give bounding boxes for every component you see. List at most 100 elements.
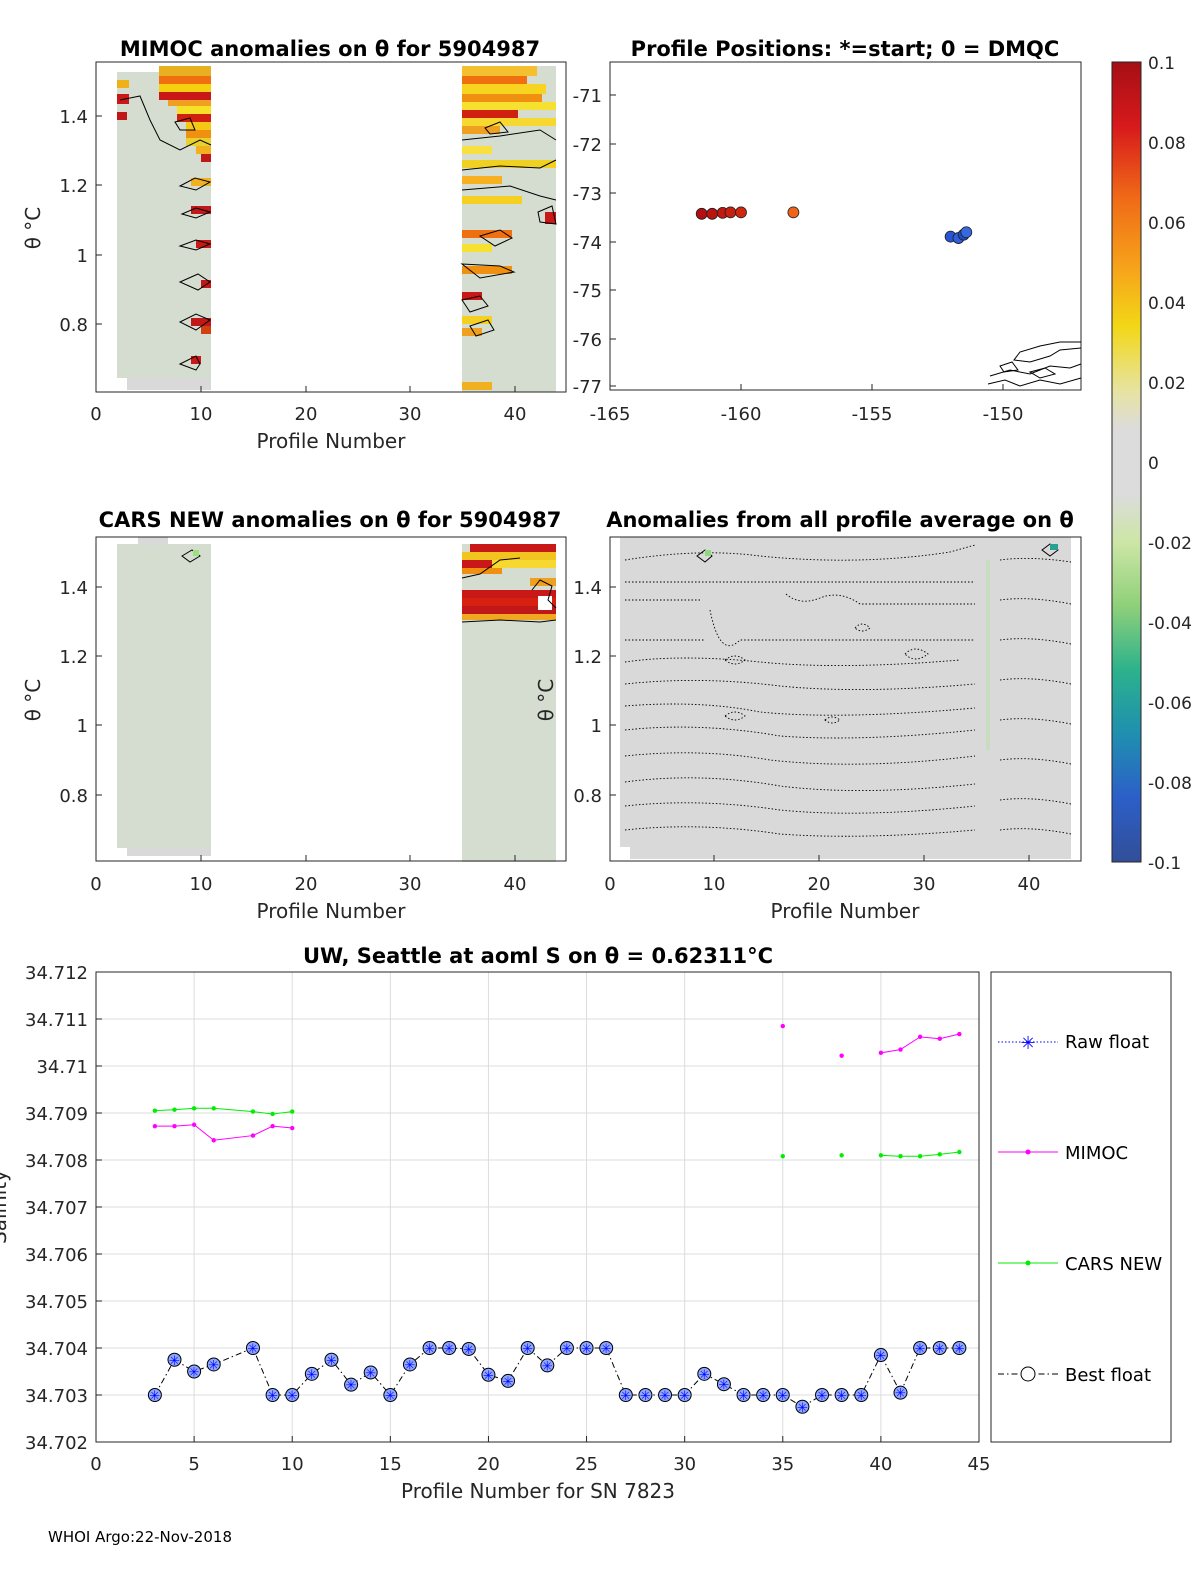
legend-best-label: Best float [1065, 1365, 1151, 1386]
panel-average-anomalies: 0 10 20 30 40 0.8 1 1.2 1.4 Anomalies fr… [534, 508, 1082, 923]
raw-float-point: ✳ [189, 1366, 200, 1381]
best-float-point [422, 1341, 437, 1355]
positions-y-ticks: -71 -72 -73 -74 -75 -76 -77 [573, 86, 616, 398]
average-y-ticks: 0.8 1 1.2 1.4 [573, 578, 616, 807]
average-xlabel: Profile Number [771, 899, 921, 923]
best-float-point [147, 1388, 162, 1402]
position-point [706, 207, 719, 220]
legend-mimoc-label: MIMOC [1065, 1143, 1128, 1164]
raw-float-point: ✳ [856, 1389, 867, 1404]
mimoc-xlabel: Profile Number [257, 429, 407, 453]
average-x-ticks: 0 10 20 30 40 [604, 855, 1040, 895]
mimoc-point [780, 1023, 785, 1029]
raw-float-point: ✳ [326, 1354, 337, 1369]
positions-ytick: -71 [573, 86, 602, 107]
legend-raw-label: Raw float [1065, 1032, 1149, 1053]
salinity-ytick: 34.702 [25, 1433, 88, 1454]
best-float-point [952, 1341, 967, 1355]
average-cell [705, 550, 711, 556]
cars-new-point [839, 1153, 844, 1158]
raw-float-point: ✳ [463, 1343, 474, 1358]
cars-x-ticks: 0 10 20 30 40 [90, 855, 526, 895]
cars-xtick: 20 [295, 874, 318, 895]
average-field-streak [986, 560, 990, 750]
best-float-point [854, 1388, 869, 1402]
raw-float-point: ✳ [679, 1389, 690, 1404]
raw-float-point: ✳ [620, 1389, 631, 1404]
cars-xlabel: Profile Number [257, 899, 407, 923]
position-point [735, 206, 747, 219]
mimoc-xtick: 10 [190, 404, 213, 425]
colorbar-scale [1111, 61, 1142, 863]
salinity-ytick: 34.705 [25, 1292, 88, 1313]
raw-float-point: ✳ [581, 1342, 592, 1357]
cars-ytick: 0.8 [59, 786, 88, 807]
salinity-ytick: 34.703 [25, 1386, 88, 1407]
mimoc-right-contours [460, 121, 557, 337]
average-xtick: 40 [1018, 874, 1041, 895]
raw-float-point: ✳ [385, 1389, 396, 1404]
cars-new-point [211, 1106, 216, 1111]
positions-ytick: -76 [573, 330, 602, 351]
mimoc-point [878, 1050, 884, 1056]
legend-mimoc-marker [1025, 1149, 1031, 1155]
legend-best-marker [1020, 1366, 1036, 1382]
raw-float-point: ✳ [424, 1342, 435, 1357]
salinity-xtick: 20 [477, 1454, 500, 1475]
raw-float-point: ✳ [954, 1342, 965, 1357]
colorbar-tick: 0.04 [1148, 294, 1186, 314]
colorbar-tick: 0 [1148, 454, 1159, 474]
best-float-point [932, 1341, 947, 1355]
raw-float-point: ✳ [758, 1389, 769, 1404]
best-float-point [324, 1352, 339, 1367]
panel-mimoc-frame [95, 61, 567, 393]
best-float-point [618, 1388, 633, 1402]
mimoc-y-ticks: 0.8 1 1.2 1.4 [59, 107, 102, 336]
best-float-point [893, 1385, 908, 1400]
best-float-point [638, 1388, 653, 1402]
best-float-point [913, 1341, 928, 1355]
cars-ytick: 1 [77, 716, 88, 737]
salinity-ytick: 34.71 [36, 1057, 88, 1078]
mimoc-ytick: 1 [77, 246, 88, 267]
cars-left-cell [193, 550, 199, 556]
salinity-ytick: 34.707 [25, 1198, 88, 1219]
mimoc-point [839, 1053, 844, 1058]
best-float-point [187, 1364, 202, 1379]
legend-cars-marker [1025, 1260, 1031, 1266]
average-ylabel: θ °C [534, 679, 558, 722]
mimoc-point [290, 1125, 295, 1131]
cars-new-point [152, 1108, 158, 1113]
colorbar-tick: 0.06 [1148, 214, 1186, 234]
salinity-ytick: 34.706 [25, 1245, 88, 1266]
average-ytick: 1.4 [573, 578, 602, 599]
mimoc-left-contours [119, 95, 212, 371]
raw-float-point: ✳ [503, 1375, 514, 1390]
cars-left-field-top [138, 537, 168, 545]
average-xtick: 0 [604, 874, 615, 895]
colorbar-tick: -0.1 [1148, 854, 1181, 874]
panel-positions: -165 -160 -155 -150 -71 -72 -73 -74 -75 … [573, 37, 1082, 425]
salinity-legend: ✳ Raw float MIMOC CARS NEW Best float [990, 971, 1172, 1443]
colorbar-tick: 0.08 [1148, 134, 1186, 154]
raw-float-point: ✳ [542, 1359, 553, 1374]
raw-float-point: ✳ [934, 1342, 945, 1357]
positions-x-ticks: -165 -160 -155 -150 [590, 384, 1023, 425]
average-ytick: 0.8 [573, 786, 602, 807]
raw-float-point: ✳ [149, 1389, 160, 1404]
raw-float-point: ✳ [817, 1389, 828, 1404]
best-float-point [383, 1388, 398, 1402]
raw-float-point: ✳ [660, 1389, 671, 1404]
raw-float-point: ✳ [169, 1354, 180, 1369]
salinity-xtick: 15 [379, 1454, 402, 1475]
cars-left-field-bottom [127, 848, 211, 856]
raw-float-point: ✳ [248, 1342, 259, 1357]
raw-float-point: ✳ [699, 1368, 710, 1383]
cars-left-field [117, 544, 211, 848]
best-float-point [265, 1388, 280, 1402]
best-float-point [599, 1341, 614, 1355]
best-float-point [756, 1388, 771, 1402]
best-float-point [834, 1388, 849, 1402]
positions-xtick: -160 [721, 404, 762, 425]
salinity-xtick: 40 [869, 1454, 892, 1475]
